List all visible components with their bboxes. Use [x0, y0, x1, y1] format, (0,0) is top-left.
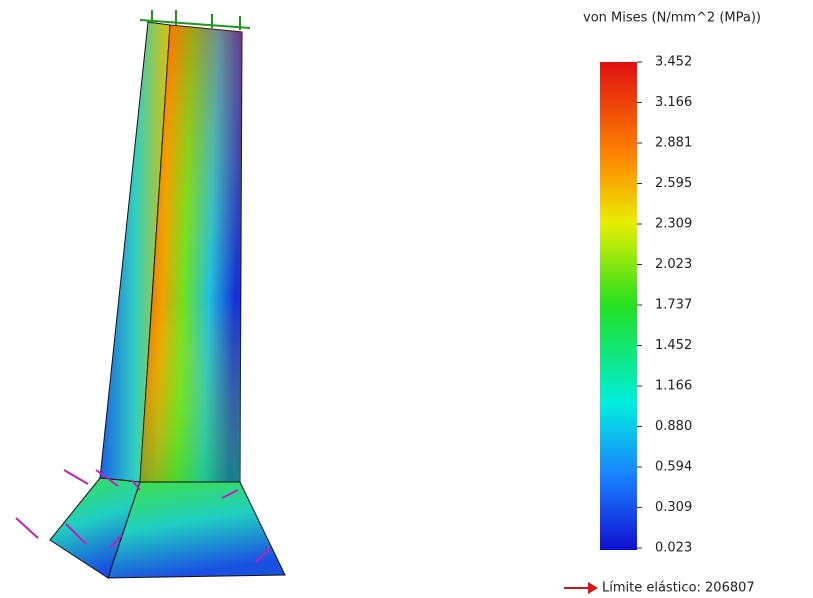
tick-label: 0.309	[655, 500, 692, 515]
tick-label: 0.880	[655, 419, 692, 434]
tick-label: 0.023	[655, 541, 692, 556]
legend-ticks: 3.452 3.166 2.881 2.595 2.309 2.023 1.737 1.452…	[637, 55, 692, 556]
tick-label: 2.881	[655, 136, 692, 151]
screenshot: von Mises (N/mm^2 (MPa)) 3.452 3.166 2.881…	[0, 0, 813, 598]
model	[16, 10, 285, 578]
tick-label: 1.166	[655, 379, 692, 394]
tick-label: 2.023	[655, 257, 692, 272]
tick-label: 1.452	[655, 338, 692, 353]
tick-label: 2.595	[655, 176, 692, 191]
tick-label: 0.594	[655, 460, 692, 475]
yield-limit-label: Límite elástico: 206807	[602, 581, 755, 596]
legend-title: von Mises (N/mm^2 (MPa))	[583, 11, 761, 26]
yield-arrow-head	[588, 582, 598, 594]
tick-label: 2.309	[655, 217, 692, 232]
color-bar	[600, 62, 637, 550]
yield-limit: Límite elástico: 206807	[564, 581, 755, 596]
tick-label: 3.166	[655, 95, 692, 110]
tick-label: 1.737	[655, 298, 692, 313]
tick-label: 3.452	[655, 55, 692, 70]
